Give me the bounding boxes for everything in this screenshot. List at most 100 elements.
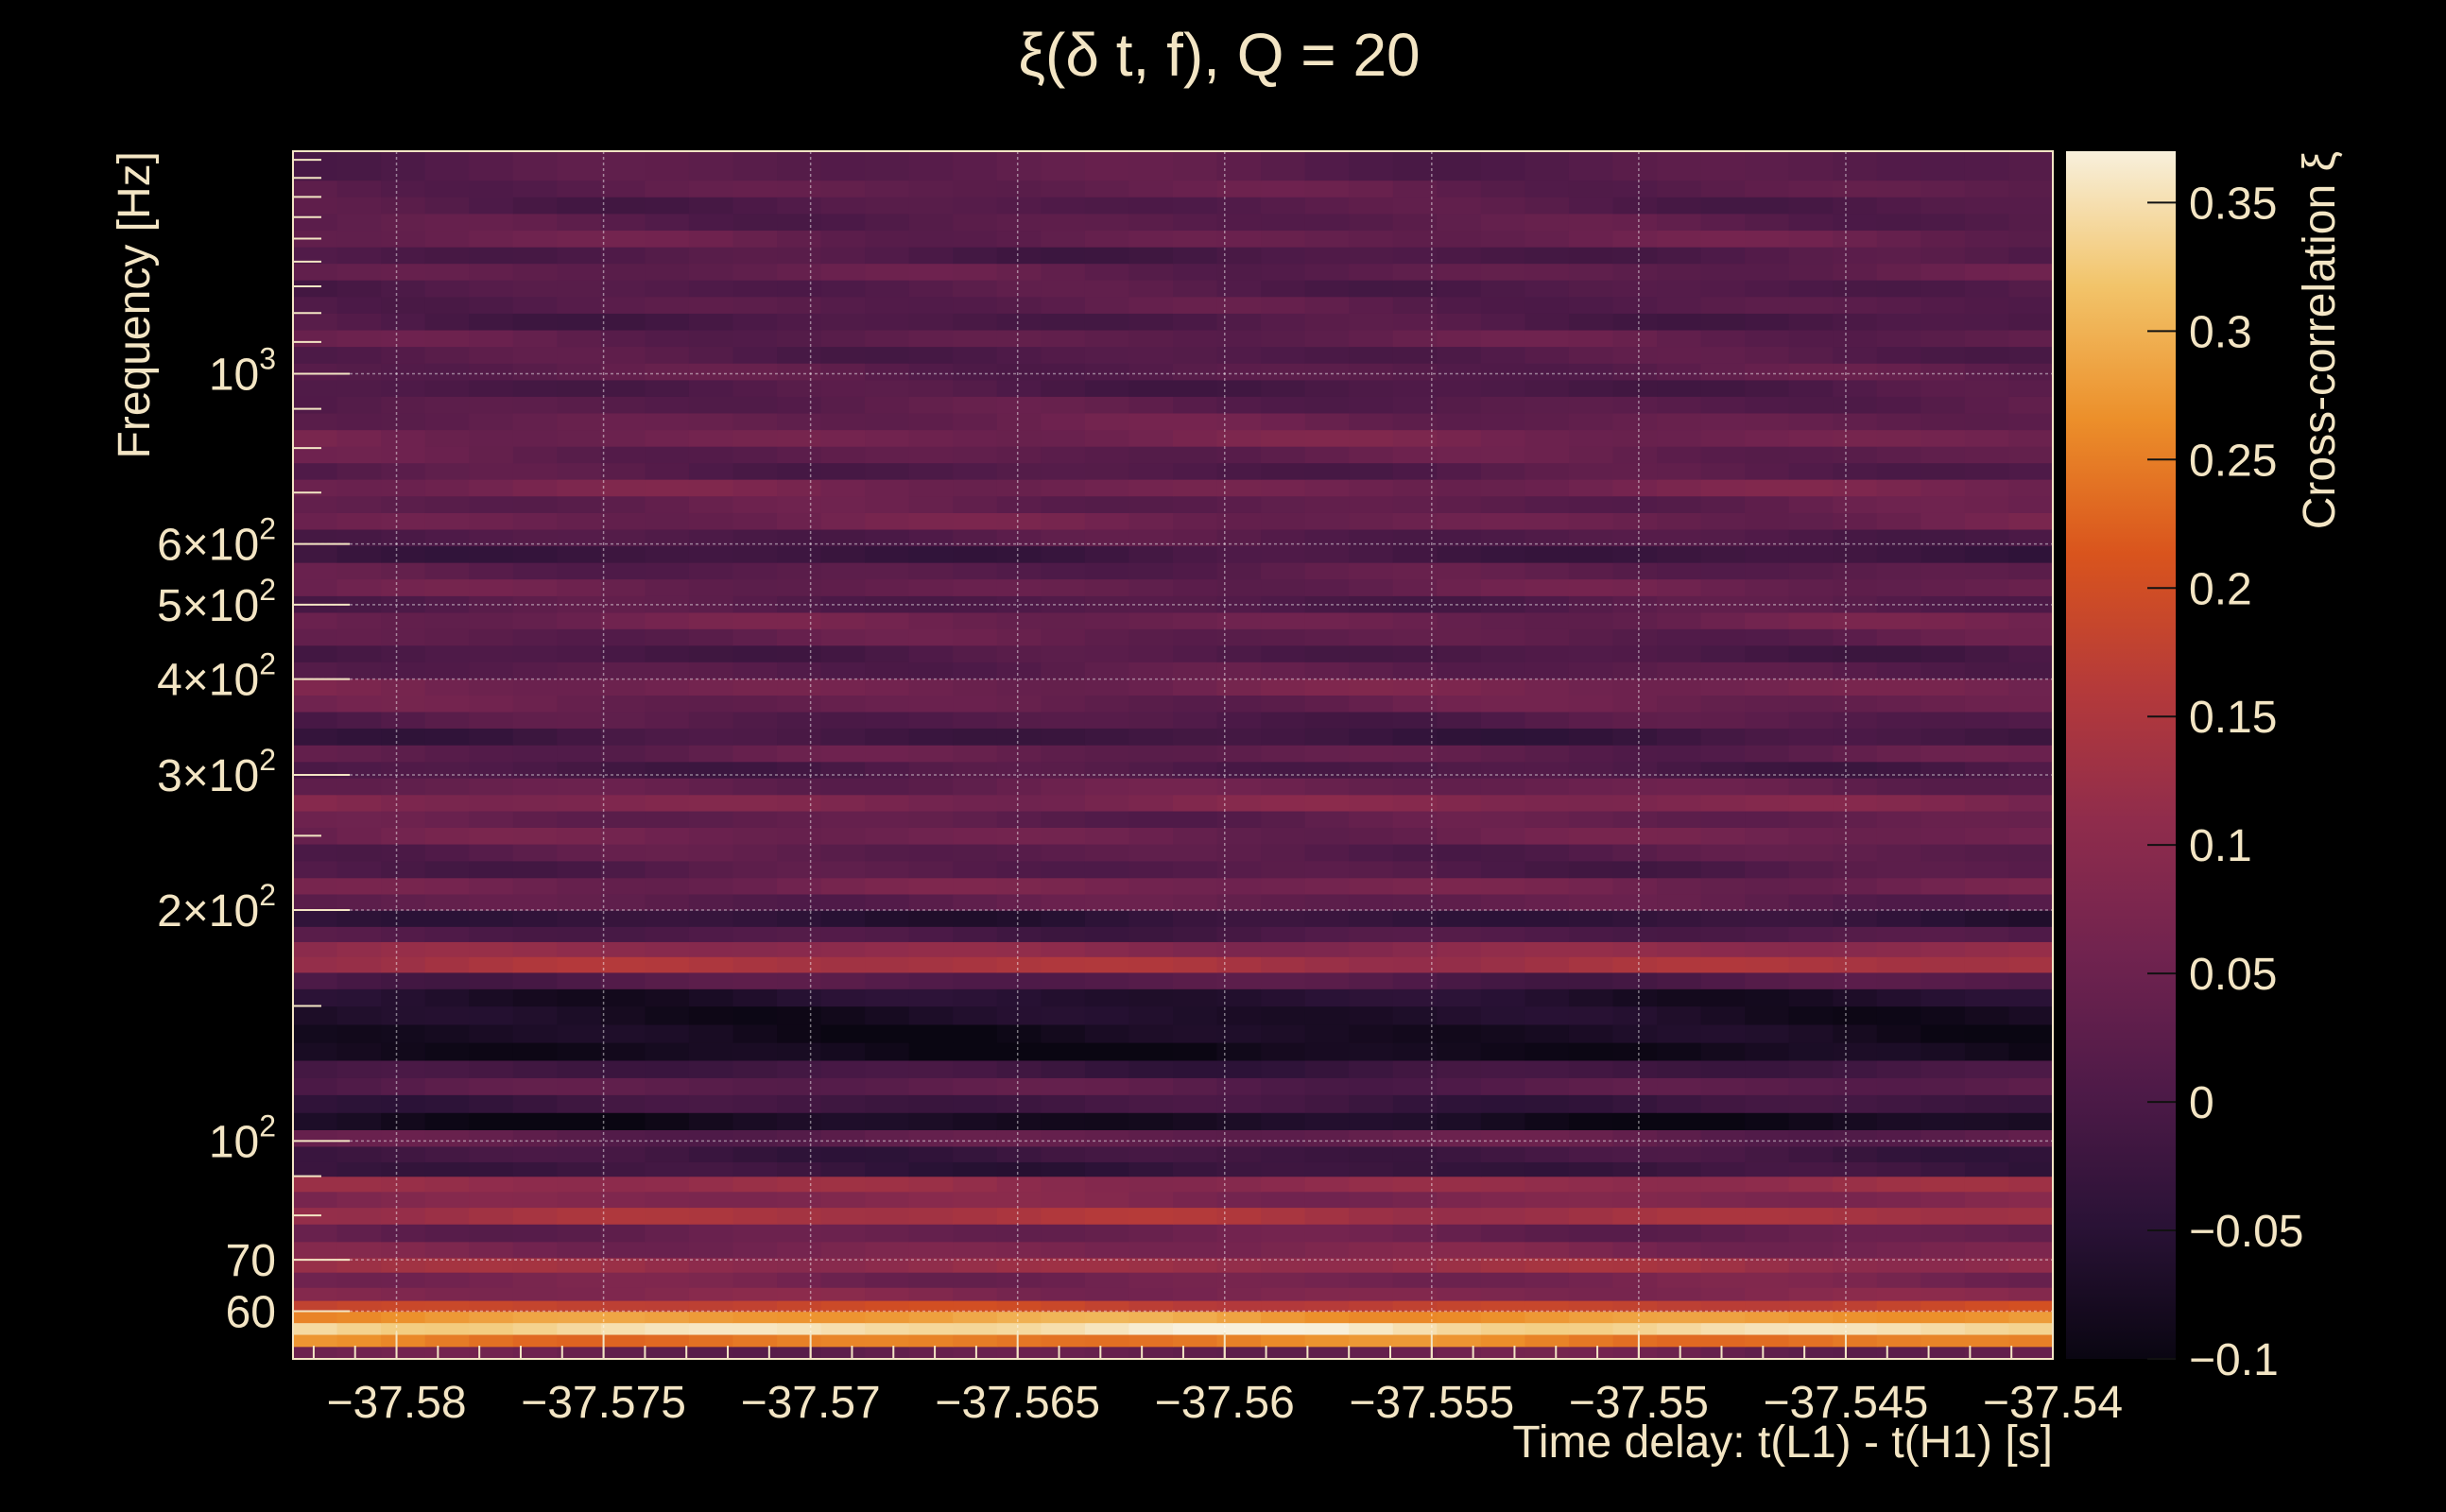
- heatmap-cell: [865, 429, 910, 447]
- heatmap-cell: [1392, 778, 1438, 796]
- heatmap-cell: [2008, 151, 2054, 181]
- heatmap-cell: [1349, 1287, 1394, 1301]
- heatmap-cell: [908, 1176, 954, 1193]
- heatmap-cell: [820, 1272, 866, 1288]
- heatmap-cell: [1833, 479, 1878, 497]
- heatmap-cell: [1128, 429, 1174, 447]
- heatmap-cell: [1041, 446, 1086, 464]
- heatmap-cell: [336, 1300, 382, 1313]
- heatmap-cell: [2008, 1207, 2054, 1225]
- heatmap-cell: [1612, 379, 1658, 397]
- heatmap-cell: [1788, 611, 1834, 629]
- heatmap-cell: [1261, 1042, 1306, 1061]
- heatmap-cell: [1745, 280, 1790, 298]
- heatmap-cell: [336, 1023, 382, 1043]
- heatmap-cell: [1745, 446, 1790, 464]
- heatmap-cell: [908, 528, 954, 547]
- heatmap-cell: [996, 151, 1042, 181]
- heatmap-cell: [732, 810, 778, 828]
- heatmap-cell: [557, 778, 602, 796]
- heatmap-cell: [600, 1272, 646, 1288]
- heatmap-cell: [1349, 412, 1394, 431]
- heatmap-cell: [1876, 843, 1921, 862]
- heatmap-cell: [1612, 247, 1658, 265]
- heatmap-cell: [1612, 745, 1658, 763]
- heatmap-cell: [2008, 329, 2054, 348]
- heatmap-cell: [688, 728, 734, 746]
- heatmap-cell: [1833, 711, 1878, 729]
- heatmap-cell: [1568, 611, 1614, 629]
- heatmap-cell: [1261, 1129, 1306, 1147]
- heatmap-cell: [953, 877, 998, 895]
- heatmap-cell: [1612, 595, 1658, 613]
- heatmap-cell: [688, 446, 734, 464]
- heatmap-cell: [1876, 479, 1921, 497]
- heatmap-cell: [1437, 151, 1482, 181]
- heatmap-cell: [1392, 794, 1438, 812]
- heatmap-cell: [1745, 1191, 1790, 1209]
- heatmap-cell: [996, 412, 1042, 431]
- heatmap-cell: [1480, 263, 1525, 281]
- heatmap-cell: [777, 956, 822, 973]
- heatmap-cell: [1921, 479, 1966, 497]
- heatmap-cell: [1700, 1272, 1746, 1288]
- heatmap-cell: [1876, 180, 1921, 198]
- heatmap-cell: [600, 346, 646, 364]
- heatmap-cell: [953, 512, 998, 530]
- heatmap-cell: [996, 926, 1042, 942]
- heatmap-cell: [688, 462, 734, 480]
- heatmap-cell: [953, 711, 998, 729]
- heatmap-cell: [1657, 644, 1702, 662]
- heatmap-cell: [557, 1322, 602, 1335]
- heatmap-cell: [2008, 827, 2054, 845]
- heatmap-cell: [1437, 910, 1482, 927]
- heatmap-cell: [1921, 1272, 1966, 1288]
- heatmap-cell: [688, 1112, 734, 1130]
- heatmap-cell: [1921, 877, 1966, 895]
- heatmap-cell: [1657, 1272, 1702, 1288]
- heatmap-cell: [1261, 1176, 1306, 1193]
- heatmap-cell: [1041, 296, 1086, 314]
- heatmap-cell: [1128, 1112, 1174, 1130]
- heatmap-cell: [1921, 794, 1966, 812]
- y-axis-label: Frequency [Hz]: [110, 151, 160, 458]
- heatmap-cell: [1084, 1257, 1130, 1273]
- heatmap-cell: [2008, 988, 2054, 1007]
- heatmap-cell: [1788, 512, 1834, 530]
- heatmap-cell: [1700, 794, 1746, 812]
- heatmap-cell: [645, 1023, 690, 1043]
- heatmap-cell: [1745, 695, 1790, 713]
- heatmap-cell: [732, 280, 778, 298]
- heatmap-cell: [1392, 761, 1438, 779]
- heatmap-cell: [1173, 1300, 1218, 1313]
- heatmap-cell: [1833, 313, 1878, 331]
- heatmap-cell: [1128, 379, 1174, 397]
- heatmap-cell: [512, 1191, 558, 1209]
- heatmap-cell: [1261, 578, 1306, 596]
- heatmap-cell: [1437, 827, 1482, 845]
- heatmap-cell: [512, 778, 558, 796]
- heatmap-cell: [1833, 1207, 1878, 1225]
- heatmap-cell: [336, 1129, 382, 1147]
- heatmap-cell: [1612, 1300, 1658, 1313]
- heatmap-cell: [865, 197, 910, 215]
- heatmap-cell: [1745, 877, 1790, 895]
- heatmap-cell: [777, 1333, 822, 1348]
- heatmap-cell: [1304, 893, 1350, 911]
- heatmap-cell: [820, 678, 866, 696]
- heatmap-cell: [1041, 877, 1086, 895]
- heatmap-cell: [1349, 595, 1394, 613]
- heatmap-cell: [1084, 644, 1130, 662]
- heatmap-cell: [1568, 843, 1614, 862]
- heatmap-cell: [600, 528, 646, 547]
- heatmap-cell: [865, 778, 910, 796]
- heatmap-cell: [1349, 446, 1394, 464]
- heatmap-cell: [1568, 745, 1614, 763]
- heatmap-cell: [1612, 1333, 1658, 1348]
- heatmap-cell: [865, 893, 910, 911]
- heatmap-cell: [1700, 1333, 1746, 1348]
- heatmap-cell: [1964, 1257, 2010, 1273]
- heatmap-cell: [1745, 1287, 1790, 1301]
- x-tick-label: −37.575: [521, 1378, 686, 1428]
- heatmap-cell: [1480, 1333, 1525, 1348]
